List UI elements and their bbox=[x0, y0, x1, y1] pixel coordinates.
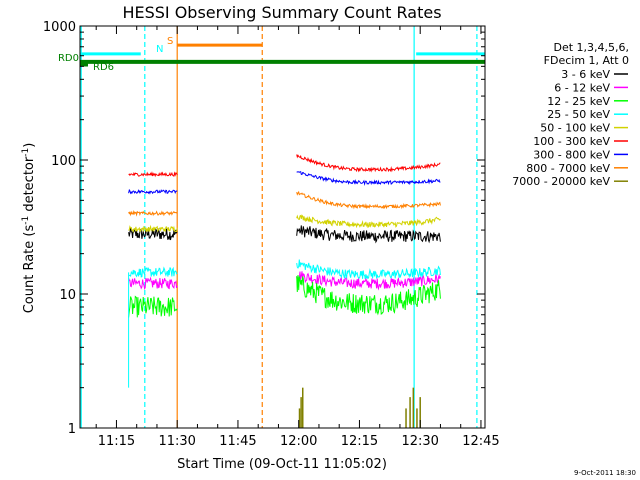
series-100-300-kev-segment-0 bbox=[128, 171, 178, 178]
y-axis-label-mid: detector bbox=[22, 156, 37, 216]
x-tick-label-12-15: 12:15 bbox=[341, 434, 378, 449]
plot-area bbox=[80, 26, 478, 428]
chart-title: HESSI Observing Summary Count Rates bbox=[122, 3, 441, 22]
legend-label-6-12-kev: 6 - 12 keV bbox=[554, 81, 610, 94]
series-6-12-kev bbox=[128, 271, 441, 291]
series-12-25-kev bbox=[128, 274, 441, 318]
series-12-25-kev-segment-0 bbox=[128, 295, 178, 318]
axes-layer: 11:15 11:30 11:45 12:00 12:15 12:30 12:45 1 10 10… bbox=[43, 20, 500, 449]
series-6-12-kev-segment-1 bbox=[296, 271, 441, 291]
series-800-7000-kev bbox=[128, 190, 441, 217]
legend-label-50-100-kev: 50 - 100 keV bbox=[540, 122, 610, 135]
legend-label-3-6-kev: 3 - 6 keV bbox=[561, 68, 610, 81]
series-25-50-kev bbox=[128, 259, 441, 280]
series-300-800-kev-segment-1 bbox=[296, 171, 441, 186]
y-axis-label: Count Rate (s-1 detector-1) bbox=[21, 143, 37, 314]
series-800-7000-kev-segment-1 bbox=[296, 190, 441, 210]
x-axis-label: Start Time (09-Oct-11 11:05:02) bbox=[177, 457, 387, 472]
series-50-100-kev bbox=[128, 214, 441, 233]
legend-label-12-25-kev: 12 - 25 keV bbox=[547, 95, 610, 108]
y-axis-label-sup1: -1 bbox=[21, 216, 31, 225]
series-300-800-kev bbox=[128, 171, 441, 195]
series-800-7000-kev-segment-0 bbox=[128, 209, 178, 217]
series-100-300-kev-segment-1 bbox=[296, 154, 441, 173]
legend-label-100-300-kev: 100 - 300 keV bbox=[533, 135, 610, 148]
series-6-12-kev-segment-0 bbox=[128, 276, 178, 291]
flag-label-rd6: RD6 bbox=[93, 62, 114, 73]
y-tick-label-100: 100 bbox=[51, 154, 76, 169]
timestamp: 9-Oct-2011 18:30 bbox=[574, 469, 636, 477]
plot-frame bbox=[79, 25, 486, 429]
y-axis-label-main: Count Rate (s bbox=[22, 225, 37, 314]
series-50-100-kev-segment-0 bbox=[128, 224, 178, 233]
flag-label-n: N bbox=[156, 44, 163, 55]
series-50-100-kev-segment-1 bbox=[296, 214, 441, 229]
legend-header-line2: FDecim 1, Att 0 bbox=[544, 54, 629, 67]
y-tick-label-1: 1 bbox=[68, 422, 76, 437]
legend-header-line1: Det 1,3,4,5,6, bbox=[553, 41, 629, 54]
legend-label-300-800-kev: 300 - 800 keV bbox=[533, 148, 610, 161]
legend-label-7000-20000-kev: 7000 - 20000 keV bbox=[512, 175, 610, 188]
y-tick-label-10: 10 bbox=[59, 288, 76, 303]
series-100-300-kev bbox=[128, 154, 441, 178]
series-25-50-kev-segment-0 bbox=[128, 266, 178, 278]
flag-label-s: S bbox=[167, 36, 173, 47]
y-axis-label-sup2: -1 bbox=[21, 148, 31, 157]
y-tick-label-1000: 1000 bbox=[43, 20, 76, 35]
x-tick-label-12-00: 12:00 bbox=[280, 434, 317, 449]
x-tick-label-12-45: 12:45 bbox=[462, 434, 499, 449]
series-12-25-kev-segment-1 bbox=[296, 274, 441, 316]
x-tick-label-11-30: 11:30 bbox=[158, 434, 195, 449]
flags-layer: NS RD0 RD6 bbox=[58, 36, 485, 73]
legend: Det 1,3,4,5,6, FDecim 1, Att 0 3 - 6 keV… bbox=[512, 41, 629, 188]
series-300-800-kev-segment-0 bbox=[128, 188, 178, 195]
legend-label-800-7000-kev: 800 - 7000 keV bbox=[526, 162, 610, 175]
series-3-6-kev-segment-1 bbox=[296, 225, 441, 244]
x-tick-label-11-15: 11:15 bbox=[98, 434, 135, 449]
y-axis-label-end: ) bbox=[22, 143, 37, 148]
flag-label-rd0: RD0 bbox=[58, 53, 79, 64]
legend-label-25-50-kev: 25 - 50 keV bbox=[547, 108, 610, 121]
x-tick-label-12-30: 12:30 bbox=[401, 434, 438, 449]
series-25-50-kev-segment-1 bbox=[296, 259, 441, 280]
x-tick-label-11-45: 11:45 bbox=[219, 434, 256, 449]
